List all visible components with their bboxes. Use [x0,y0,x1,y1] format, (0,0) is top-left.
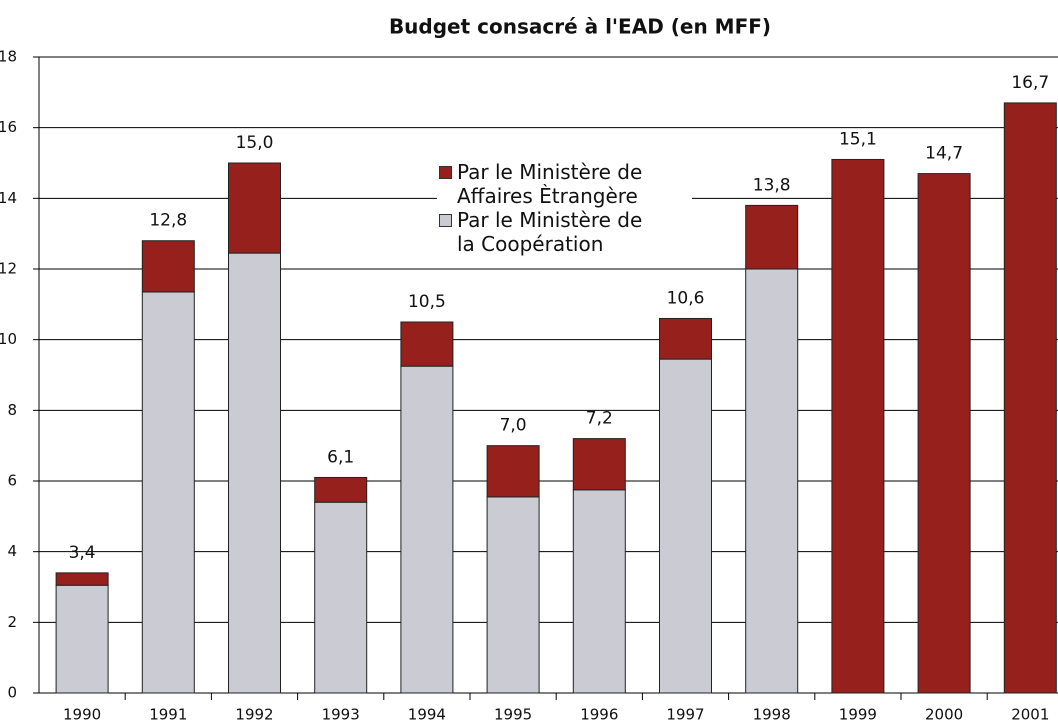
legend-entry: Par le Ministère de Affaires Ètrangère [437,160,692,208]
data-label: 10,5 [408,292,446,312]
y-tick-label: 6 [7,472,17,490]
bar-segment [228,252,281,694]
x-tick-label: 1999 [839,706,877,724]
legend-label: Par le Ministère de Affaires Ètrangère [457,160,643,208]
data-label: 7,2 [586,409,613,429]
bar-segment [141,291,195,694]
bar-segment [1003,102,1057,694]
chart-title: Budget consacré à l'EAD (en MFF) [389,15,771,39]
x-tick-label: 1994 [408,706,446,724]
legend-label: Par le Ministère de la Coopération [457,208,643,256]
x-tick-label: 1993 [322,706,360,724]
bar-segment [400,321,454,367]
legend-entry: Par le Ministère de la Coopération [437,208,692,256]
data-label: 7,0 [500,416,527,436]
y-tick-label: 12 [0,260,17,278]
y-tick-label: 14 [0,189,17,207]
x-tick-label: 1990 [63,706,101,724]
legend: Par le Ministère de Affaires Ètrangère Pa… [437,160,692,258]
x-tick-label: 2001 [1011,706,1049,724]
data-label: 12,8 [149,211,187,231]
bar-segment [745,268,799,694]
x-tick-label: 1998 [753,706,791,724]
x-tick-label: 1991 [149,706,187,724]
data-label: 15,1 [839,129,877,149]
bar-segment [659,317,712,360]
bar-segment [141,240,195,293]
data-label: 13,8 [753,175,791,195]
bar-segment [486,496,540,694]
bar-segment [55,584,109,694]
y-tick-label: 4 [7,542,17,560]
bar-segment [228,162,281,254]
y-tick-label: 2 [7,613,17,631]
bar-segment [572,438,626,491]
x-tick-label: 1995 [494,706,532,724]
bar-segment [486,445,540,498]
data-label: 10,6 [667,288,705,308]
legend-swatch [439,166,452,179]
y-tick-label: 0 [7,684,17,702]
bar-segment [659,358,712,694]
data-label: 3,4 [69,543,96,563]
y-tick-label: 10 [0,330,17,348]
bar-segment [745,204,799,270]
x-tick-label: 1997 [666,706,704,724]
x-tick-label: 2000 [925,706,963,724]
y-tick-label: 8 [7,401,17,419]
bar-segment [917,173,971,694]
bar-segment [314,501,368,694]
bar-segment [400,365,454,694]
x-tick-label: 1996 [580,706,618,724]
bar-segment [314,476,368,503]
bar-segment [55,572,109,586]
y-tick-label: 16 [0,118,17,136]
data-label: 14,7 [925,144,963,164]
data-label: 15,0 [236,133,274,153]
bar-segment [572,489,626,694]
data-label: 16,7 [1011,73,1049,93]
data-label: 6,1 [327,447,354,467]
legend-swatch [439,214,452,227]
y-tick-label: 18 [0,48,17,66]
bar-segment [831,158,885,694]
x-tick-label: 1992 [235,706,273,724]
